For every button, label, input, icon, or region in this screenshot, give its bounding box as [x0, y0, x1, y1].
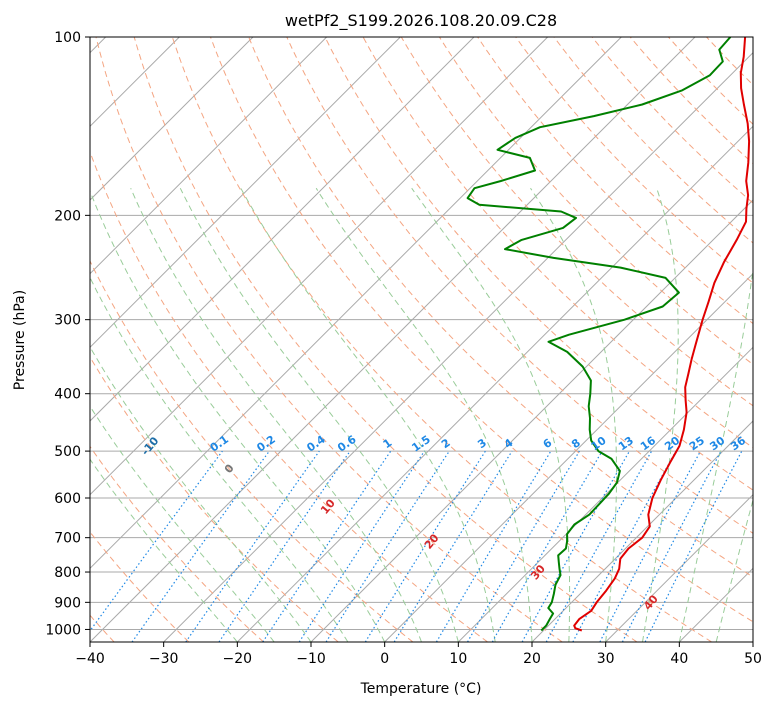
- mixing-ratio-line: [572, 450, 677, 642]
- mixing-ratio-line: [545, 450, 653, 642]
- chart-title: wetPf2_S199.2026.108.20.09.C28: [285, 11, 557, 31]
- moist-adiabat-line: [90, 276, 349, 642]
- isotherm-line: [90, 37, 401, 349]
- isotherm-line: [90, 37, 622, 570]
- dry-adiabat-line: [248, 37, 753, 578]
- x-axis-label: Temperature (°C): [360, 681, 482, 697]
- x-tick-label: −30: [149, 651, 179, 667]
- dry-adiabat-line: [90, 356, 339, 642]
- isotherm-line: [531, 420, 753, 642]
- y-tick-label: 100: [54, 30, 81, 46]
- moist-adiabat-line: [240, 187, 496, 642]
- isotherm-line: [605, 493, 753, 642]
- y-tick-label: 800: [54, 565, 81, 581]
- moist-adiabat-line: [642, 188, 679, 642]
- mixing-ratio-line: [298, 450, 425, 642]
- dewpoint-profile: [466, 37, 732, 632]
- dry-adiabat-line: [90, 259, 414, 642]
- isotherm-line: [457, 346, 753, 642]
- isotherm-line: [384, 272, 753, 642]
- moist-adiabat-line: [315, 187, 533, 642]
- x-tick-label: 30: [597, 651, 615, 667]
- moist-adiabat-line: [90, 189, 386, 642]
- mixing-ratio-line: [131, 450, 270, 642]
- temperature-profile: [573, 37, 751, 632]
- mixing-ratio-line: [325, 450, 450, 642]
- dry-adiabat-line: [171, 37, 712, 642]
- isotherm-line: [90, 37, 328, 275]
- isotherm-line: [163, 51, 753, 642]
- y-tick-label: 900: [54, 595, 81, 611]
- plot-frame: [89, 36, 754, 643]
- x-tick-label: 40: [670, 651, 688, 667]
- x-tick-label: 10: [449, 651, 467, 667]
- y-tick-label: 300: [54, 313, 81, 329]
- y-tick-label: 500: [54, 444, 81, 460]
- moist-adiabat-line: [715, 498, 753, 642]
- background-lines: [90, 37, 753, 642]
- x-tick-label: 0: [380, 651, 389, 667]
- dry-adiabat-line: [515, 37, 753, 284]
- dry-adiabat-line: [133, 37, 638, 642]
- dry-adiabat-line: [210, 37, 753, 623]
- dry-adiabat-line: [95, 37, 563, 642]
- profiles: [466, 37, 751, 632]
- isotherm-line: [236, 125, 753, 642]
- mixing-ratio-line: [393, 450, 513, 642]
- moist-adiabat-line: [530, 187, 617, 642]
- moist-adiabat-line: [179, 187, 459, 642]
- moist-adiabat-line: [411, 187, 571, 642]
- y-tick-label: 400: [54, 387, 81, 403]
- y-tick-label: 200: [54, 208, 81, 224]
- mixing-ratio-line: [218, 450, 351, 642]
- x-tick-label: −20: [223, 651, 253, 667]
- isotherm-line: [90, 37, 549, 496]
- moist-adiabat-line: [678, 265, 753, 642]
- x-tick-label: 20: [523, 651, 541, 667]
- dry-adiabat-line: [90, 445, 264, 642]
- y-tick-label: 700: [54, 531, 81, 547]
- mixing-ratio-line: [521, 450, 631, 642]
- x-tick-label: −40: [75, 651, 105, 667]
- mixing-ratio-line: [185, 450, 320, 642]
- x-tick-label: 50: [744, 651, 762, 667]
- y-axis-label: Pressure (hPa): [12, 290, 28, 390]
- dry-adiabat-line: [324, 37, 753, 491]
- isotherm-line: [90, 37, 475, 422]
- y-tick-label: 600: [54, 491, 81, 507]
- y-tick-label: 1000: [45, 622, 81, 638]
- moist-adiabat-line: [130, 187, 422, 642]
- dry-adiabat-line: [286, 37, 753, 534]
- isotherm-line: [90, 37, 254, 201]
- mixing-ratio-line: [644, 450, 743, 642]
- axes: −40 −30 −20 −10 0 10 20 30 40 50 100 200 300 400 500 60…: [45, 30, 762, 667]
- mixing-ratio-line: [262, 450, 392, 642]
- moist-adiabat-line: [90, 458, 238, 642]
- x-tick-label: −10: [296, 651, 326, 667]
- mixing-ratio-line: [90, 450, 223, 632]
